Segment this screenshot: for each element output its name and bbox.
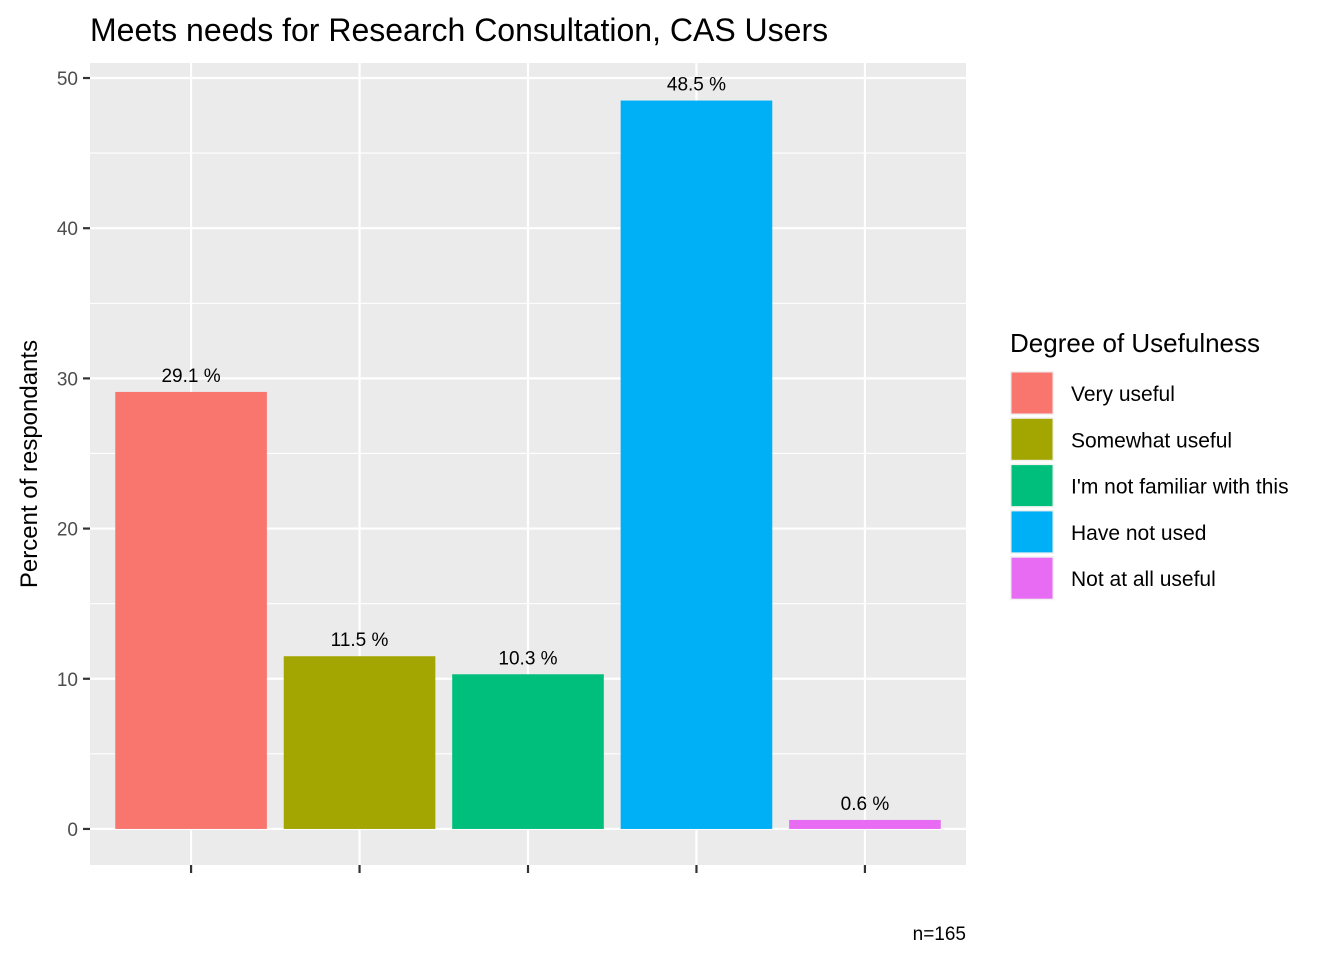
y-tick-label: 30	[57, 369, 78, 390]
data-label: 10.3 %	[498, 648, 557, 669]
legend-swatch	[1011, 465, 1053, 507]
bar	[115, 391, 267, 829]
legend-swatch	[1011, 557, 1053, 599]
y-tick-label: 20	[57, 520, 78, 541]
bar	[789, 819, 941, 829]
data-label: 11.5 %	[331, 630, 389, 651]
legend-items: Very useful Somewhat useful I'm not famili…	[1010, 371, 1289, 601]
y-tick-label: 50	[57, 69, 78, 90]
y-tick-label: 10	[57, 670, 78, 691]
legend: Degree of Usefulness Very useful Somewhat…	[1010, 328, 1289, 601]
chart-title: Meets needs for Research Consultation, C…	[90, 12, 828, 48]
bar	[452, 674, 604, 829]
legend-label: I'm not familiar with this	[1071, 476, 1289, 499]
y-tick-label: 0	[67, 820, 78, 841]
bar	[283, 656, 436, 829]
bar	[620, 100, 773, 829]
y-axis-title: Percent of respondants	[16, 340, 43, 588]
caption-sample-size: n=165	[913, 924, 966, 945]
legend-label: Not at all useful	[1071, 568, 1216, 591]
y-tick-label: 40	[57, 219, 78, 240]
data-label: 0.6 %	[841, 794, 890, 815]
bars	[115, 100, 941, 829]
y-axis: 0 10 20 30 40 50	[57, 69, 90, 841]
legend-swatch	[1011, 418, 1053, 460]
legend-label: Very useful	[1071, 383, 1175, 406]
legend-label: Somewhat useful	[1071, 429, 1232, 452]
legend-title: Degree of Usefulness	[1010, 328, 1260, 358]
legend-swatch	[1011, 511, 1053, 553]
data-label: 29.1 %	[161, 366, 220, 387]
legend-label: Have not used	[1071, 522, 1206, 545]
x-axis	[189, 865, 867, 873]
data-labels: 29.1 % 11.5 % 10.3 % 48.5 % 0.6 %	[161, 75, 889, 815]
data-label: 48.5 %	[667, 75, 726, 96]
legend-swatch	[1011, 372, 1053, 414]
